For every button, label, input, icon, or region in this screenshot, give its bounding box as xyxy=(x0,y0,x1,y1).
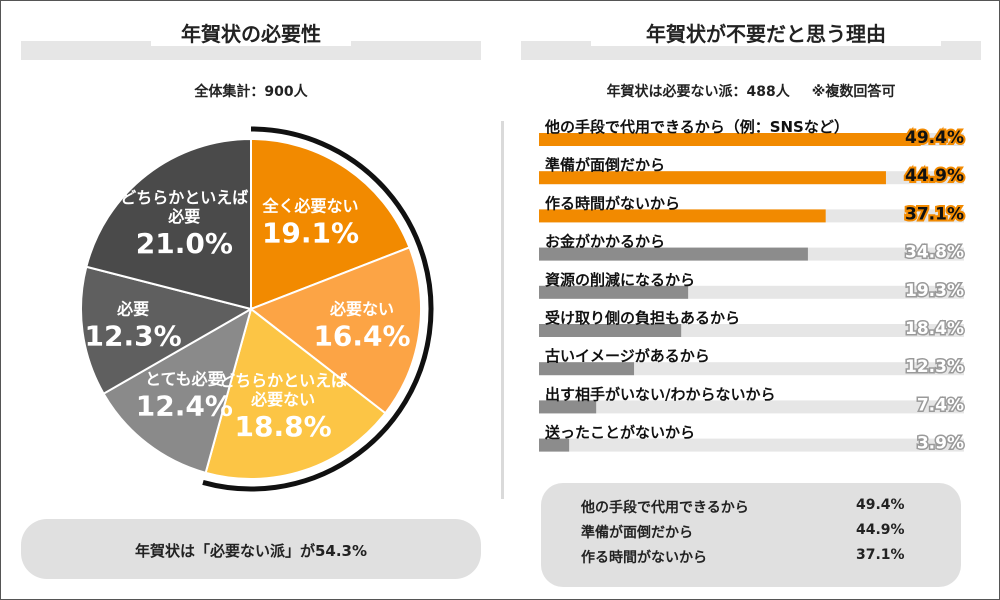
bar-category-label: 受け取り側の負担もあるから xyxy=(545,309,740,327)
bar-value-label: 19.3% xyxy=(905,281,964,301)
summary-rank-row: 準備が面倒だから xyxy=(581,522,693,542)
bar-row: 資源の削減になるから 19.3% xyxy=(539,271,966,302)
bar-chart: 他の手段で代用できるから（例：SNSなど） 49.4% 準備が面倒だから 44.9% 作… xyxy=(539,118,966,455)
summary-rank-value: 44.9% xyxy=(856,522,905,538)
pie-chart: 全く必要ない19.1%必要ない16.4%どちらかといえば必要ない18.8%とても… xyxy=(80,126,434,492)
pie-value-label: 19.1% xyxy=(262,217,359,250)
right-summary-pill: 他の手段で代用できるから 49.4% 準備が面倒だから 44.9% 作る時間がないから 3… xyxy=(541,483,961,587)
left-panel-subtitle: 全体集計：900人 xyxy=(194,84,308,100)
left-title-band xyxy=(21,41,481,60)
pie-slice xyxy=(250,137,411,311)
bar-value-label: 37.1% xyxy=(905,204,964,224)
bar xyxy=(539,247,808,261)
summary-rank-value: 49.4% xyxy=(856,497,905,513)
left-summary-text: 年賀状は「必要ない派」が54.3% xyxy=(134,542,368,560)
bar-category-label: 送ったことがないから xyxy=(544,424,695,442)
pie-category-label: 全く必要ない xyxy=(262,197,359,216)
pie-value-label: 21.0% xyxy=(136,227,233,260)
summary-rank-row: 他の手段で代用できるから xyxy=(581,497,749,517)
bar-category-label: 古いイメージがあるから xyxy=(545,347,710,365)
pie-slice xyxy=(102,306,253,475)
bar-row: お金がかかるから 34.8% xyxy=(539,233,966,264)
bar-value-label: 12.3% xyxy=(905,357,964,377)
bar-value-label: 44.9% xyxy=(905,166,964,186)
bar xyxy=(539,133,921,146)
bar-row: 受け取り側の負担もあるから 18.4% xyxy=(539,309,966,341)
left-summary-pill: 年賀状は「必要ない派」が54.3% xyxy=(21,519,481,579)
bar-value-label: 34.8% xyxy=(905,243,964,263)
pie-category-label: どちらかといえば xyxy=(219,371,347,390)
pie-slice xyxy=(248,246,422,415)
bar-row: 出す相手がいない/わからないから 7.4% xyxy=(539,385,966,417)
bar xyxy=(539,438,570,452)
pie-category-label: 必要 xyxy=(116,300,149,319)
bar-category-label: お金がかかるから xyxy=(545,233,665,251)
bar-row: 古いイメージがあるから 12.3% xyxy=(539,347,966,379)
bar-row: 送ったことがないから 3.9% xyxy=(539,424,966,455)
summary-rank-value: 37.1% xyxy=(856,547,905,563)
bar-track xyxy=(539,400,964,414)
panel-divider xyxy=(501,121,504,499)
bar-category-label: 作る時間がないから xyxy=(545,194,680,212)
bar-row: 他の手段で代用できるから（例：SNSなど） 49.4% xyxy=(539,118,966,150)
bar-category-label: 他の手段で代用できるから（例：SNSなど） xyxy=(544,118,849,136)
bar-track xyxy=(539,362,964,376)
pie-slice xyxy=(85,137,252,311)
right-panel-title: 年賀状が不要だと思う理由 xyxy=(591,22,941,46)
bar-value-label: 7.4% xyxy=(917,395,964,415)
summary-rank-label: 作る時間がないから xyxy=(581,550,707,566)
bar-track xyxy=(539,438,964,452)
bar xyxy=(539,324,682,337)
bar xyxy=(539,209,826,223)
right-subtitle-note: ※複数回答可 xyxy=(811,84,896,100)
pie-category-label: 必要 xyxy=(167,207,200,226)
bar-category-label: 準備が面倒だから xyxy=(545,156,665,174)
pie-slice xyxy=(204,307,387,480)
right-subtitle-count: 年賀状は必要ない派：488人 xyxy=(606,84,790,100)
not-needed-highlight-arc xyxy=(202,126,434,492)
pie-category-label: とても必要 xyxy=(145,369,224,388)
pie-category-label: 必要ない xyxy=(329,300,394,319)
pie-category-label: どちらかといえば xyxy=(120,188,248,207)
bar-category-label: 資源の削減になるから xyxy=(545,271,695,289)
pie-value-label: 16.4% xyxy=(313,320,410,353)
bar-value-label: 3.9% xyxy=(917,434,964,454)
summary-rank-label: 準備が面倒だから xyxy=(581,525,693,541)
bar-row: 作る時間がないから 37.1% xyxy=(539,194,966,226)
bar-category-label: 出す相手がいない/わからないから xyxy=(545,385,775,403)
summary-rank-row: 作る時間がないから xyxy=(581,547,707,567)
pie-value-label: 12.4% xyxy=(136,389,233,422)
summary-rank-label: 他の手段で代用できるから xyxy=(581,500,749,516)
left-panel-title: 年賀状の必要性 xyxy=(151,22,351,46)
bar xyxy=(539,171,886,185)
pie-value-label: 12.3% xyxy=(85,320,182,353)
bar xyxy=(539,400,597,414)
bar xyxy=(539,285,689,299)
right-panel-subtitle: 年賀状は必要ない派：488人 ※複数回答可 xyxy=(521,81,981,101)
pie-value-label: 18.8% xyxy=(235,410,332,443)
bar xyxy=(539,362,635,376)
bar-value-label: 18.4% xyxy=(905,319,964,339)
bar-row: 準備が面倒だから 44.9% xyxy=(539,156,966,188)
pie-category-label: 必要ない xyxy=(250,390,315,409)
bar-value-label: 49.4% xyxy=(905,128,964,148)
